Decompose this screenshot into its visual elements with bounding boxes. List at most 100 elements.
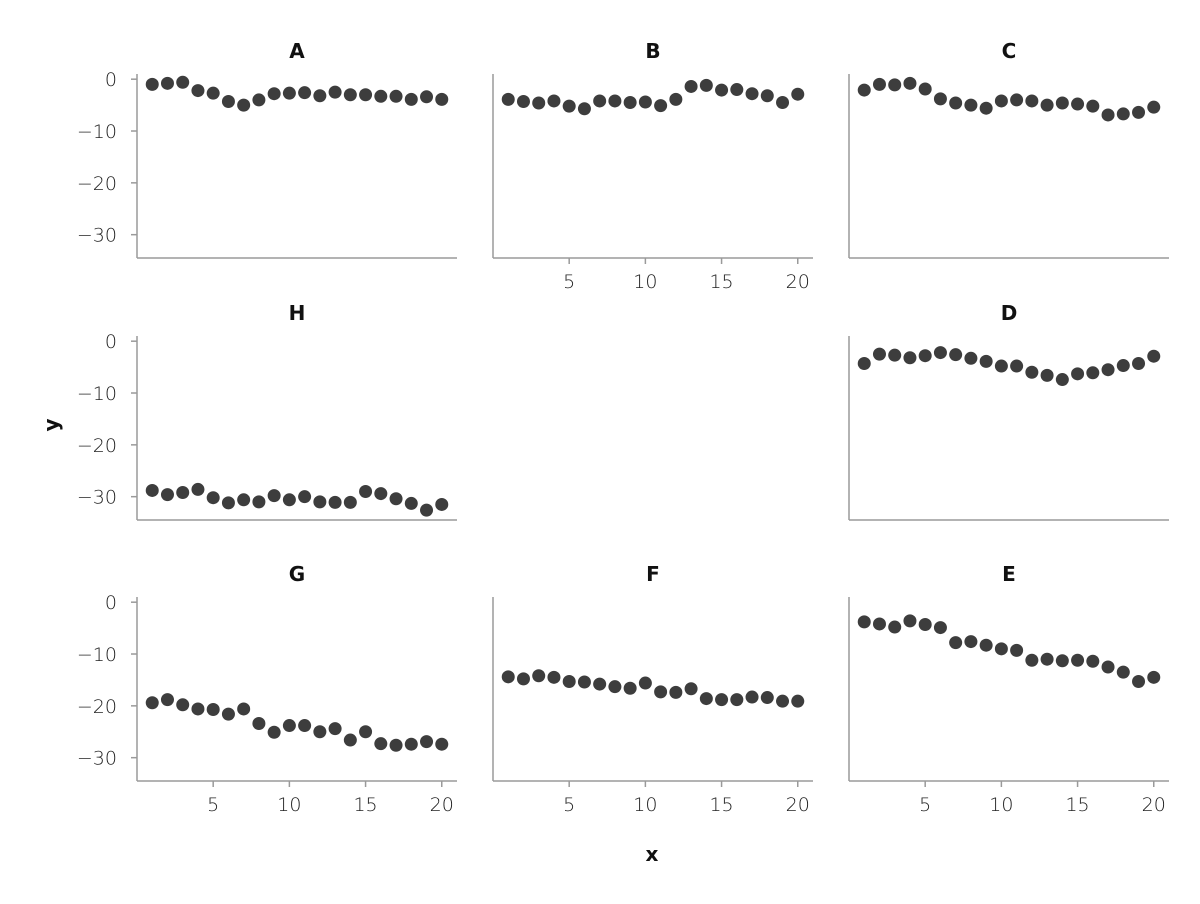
x-tick-label: 20 — [1142, 794, 1166, 816]
data-point — [160, 76, 174, 90]
data-point — [282, 86, 296, 100]
data-point — [160, 693, 174, 707]
data-point — [298, 719, 312, 733]
data-point — [1101, 108, 1115, 122]
data-point — [994, 359, 1008, 373]
data-point — [1055, 654, 1069, 668]
data-point — [857, 356, 871, 370]
y-tick-label: 0 — [105, 331, 117, 353]
data-point — [501, 92, 515, 106]
data-point — [903, 76, 917, 90]
data-point — [420, 735, 434, 749]
panel-title: A — [289, 39, 305, 63]
data-point — [516, 672, 530, 686]
data-point — [1040, 652, 1054, 666]
data-point — [176, 486, 190, 500]
data-point — [608, 94, 622, 108]
x-tick-label: 15 — [709, 794, 733, 816]
panel-e: E 5 10 15 20 — [848, 562, 1169, 816]
panel-c: C — [848, 39, 1169, 259]
data-point — [791, 87, 805, 101]
data-point — [1086, 654, 1100, 668]
data-point — [343, 733, 357, 747]
data-point — [979, 354, 993, 368]
data-point — [1147, 349, 1161, 363]
data-point — [328, 85, 342, 99]
data-point — [593, 94, 607, 108]
data-point — [1040, 368, 1054, 382]
data-point — [313, 495, 327, 509]
data-point — [374, 487, 388, 501]
data-point — [872, 77, 886, 91]
data-point — [252, 716, 266, 730]
data-point — [654, 685, 668, 699]
data-point — [669, 92, 683, 106]
data-point — [1132, 674, 1146, 688]
data-point — [532, 96, 546, 110]
data-point — [994, 94, 1008, 108]
data-point — [654, 99, 668, 113]
data-point — [791, 694, 805, 708]
data-point — [1071, 653, 1085, 667]
data-point — [404, 92, 418, 106]
panel-title: H — [289, 301, 306, 325]
data-point — [404, 737, 418, 751]
data-point — [237, 493, 251, 507]
data-point — [964, 98, 978, 112]
data-point — [1055, 373, 1069, 387]
x-axis-title: x — [646, 842, 659, 866]
data-point — [145, 77, 159, 91]
y-tick-label: −20 — [77, 173, 117, 195]
data-point — [593, 677, 607, 691]
data-point — [145, 696, 159, 710]
y-axis-title: y — [39, 418, 63, 431]
data-point — [252, 495, 266, 509]
x-tick-label: 15 — [1065, 794, 1089, 816]
x-tick-label: 20 — [786, 271, 810, 293]
data-point — [1132, 105, 1146, 119]
data-point — [1116, 665, 1130, 679]
data-point — [1147, 670, 1161, 684]
data-point — [979, 638, 993, 652]
data-point — [282, 493, 296, 507]
x-tick-label: 15 — [709, 271, 733, 293]
data-point — [532, 669, 546, 683]
panel-h: H 0 −10 −20 −30 — [77, 301, 457, 521]
y-tick-label: −30 — [77, 225, 117, 247]
data-point — [699, 692, 713, 706]
data-point — [623, 681, 637, 695]
x-tick-label: 20 — [786, 794, 810, 816]
y-tick-label: −10 — [77, 383, 117, 405]
data-point — [684, 79, 698, 93]
panel-title: G — [289, 562, 305, 586]
data-point — [328, 495, 342, 509]
panel-title: E — [1002, 562, 1016, 586]
data-point — [918, 82, 932, 96]
data-point — [1071, 97, 1085, 111]
data-point — [516, 94, 530, 108]
data-point — [501, 670, 515, 684]
data-point — [313, 725, 327, 739]
data-point — [374, 737, 388, 751]
data-point — [420, 90, 434, 104]
data-point — [1147, 100, 1161, 114]
data-point — [237, 98, 251, 112]
data-point — [684, 682, 698, 696]
data-point — [577, 675, 591, 689]
x-tick-label: 5 — [919, 794, 931, 816]
data-point — [857, 615, 871, 629]
data-point — [191, 84, 205, 98]
data-point — [547, 94, 561, 108]
data-point — [1040, 98, 1054, 112]
data-point — [420, 503, 434, 517]
data-point — [191, 482, 205, 496]
data-point — [237, 702, 251, 716]
data-point — [745, 87, 759, 101]
data-point — [1101, 660, 1115, 674]
panel-title: D — [1001, 301, 1018, 325]
y-tick-label: 0 — [105, 592, 117, 614]
data-point — [267, 489, 281, 503]
y-tick-label: 0 — [105, 69, 117, 91]
x-tick-label: 5 — [563, 271, 575, 293]
panel-title: B — [645, 39, 660, 63]
